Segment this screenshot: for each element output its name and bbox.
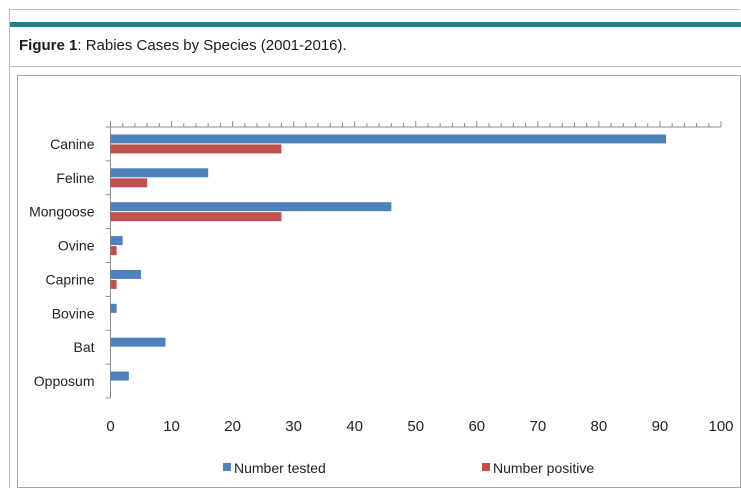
bar-number-positive [110, 144, 282, 154]
caption-divider [10, 66, 741, 67]
bar-number-tested [110, 371, 129, 381]
bar-number-tested [110, 337, 166, 347]
figure-caption: Figure 1: Rabies Cases by Species (2001-… [19, 37, 347, 54]
category-label: Feline [56, 170, 94, 186]
bar-number-tested [110, 236, 123, 246]
legend-label-positive: Number positive [493, 460, 594, 476]
category-label: Bovine [52, 305, 95, 321]
x-tick-label: 90 [652, 418, 669, 435]
bar-number-positive [110, 178, 148, 188]
x-tick-label: 80 [591, 418, 608, 435]
figure-label: Figure 1 [19, 37, 78, 54]
category-label: Canine [50, 136, 95, 152]
legend-swatch-tested [223, 463, 231, 471]
category-label: Mongoose [29, 204, 95, 220]
figure-title: : Rabies Cases by Species (2001-2016). [77, 37, 347, 54]
bar-number-positive [110, 279, 117, 289]
legend-swatch-positive [482, 463, 490, 471]
category-label: Ovine [58, 238, 95, 254]
accent-bar [10, 22, 741, 27]
x-tick-label: 50 [407, 418, 424, 435]
category-label: Bat [73, 339, 94, 355]
x-tick-label: 0 [106, 418, 114, 435]
bar-number-tested [110, 303, 117, 313]
x-tick-label: 20 [224, 418, 241, 435]
x-tick-label: 10 [163, 418, 180, 435]
bar-number-tested [110, 202, 392, 212]
x-tick-label: 100 [708, 418, 733, 435]
legend-label-tested: Number tested [234, 460, 326, 476]
x-tick-label: 30 [285, 418, 302, 435]
x-tick-label: 40 [346, 418, 363, 435]
bar-number-tested [110, 134, 667, 144]
bar-number-tested [110, 269, 142, 279]
category-label: Caprine [45, 271, 94, 287]
x-tick-label: 60 [468, 418, 485, 435]
bar-number-positive [110, 246, 117, 256]
chart-area-border [17, 75, 741, 488]
x-tick-label: 70 [530, 418, 547, 435]
bar-number-positive [110, 212, 282, 222]
category-label: Opposum [34, 373, 95, 389]
bar-number-tested [110, 168, 209, 178]
figure-frame [9, 9, 740, 488]
